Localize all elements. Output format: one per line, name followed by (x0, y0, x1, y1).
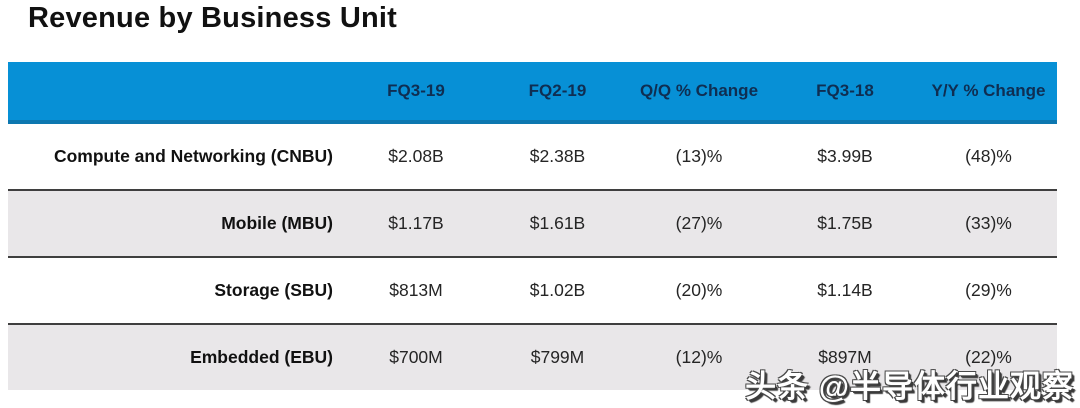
cell-cnbu-fq3-18: $3.99B (770, 122, 920, 190)
header-cell-fq2-19: FQ2-19 (487, 62, 628, 124)
header-cell-qq-change: Q/Q % Change (628, 62, 770, 124)
header-cell-corner (8, 62, 345, 124)
row-label-cnbu: Compute and Networking (CNBU) (8, 122, 345, 190)
cell-mbu-fq3-19: $1.17B (345, 189, 487, 257)
table-row-ebu: Embedded (EBU) $700M $799M (12)% $897M (… (8, 323, 1057, 390)
cell-mbu-fq3-18: $1.75B (770, 189, 920, 257)
cell-sbu-yy-change: (29)% (920, 256, 1057, 324)
cell-ebu-qq-change: (12)% (628, 323, 770, 390)
cell-cnbu-fq3-19: $2.08B (345, 122, 487, 190)
cell-ebu-fq2-19: $799M (487, 323, 628, 390)
header-cell-yy-change: Y/Y % Change (920, 62, 1057, 124)
cell-mbu-yy-change: (33)% (920, 189, 1057, 257)
cell-mbu-qq-change: (27)% (628, 189, 770, 257)
cell-sbu-fq2-19: $1.02B (487, 256, 628, 324)
header-cell-fq3-19: FQ3-19 (345, 62, 487, 124)
table-row-sbu: Storage (SBU) $813M $1.02B (20)% $1.14B … (8, 256, 1057, 324)
cell-ebu-fq3-18: $897M (770, 323, 920, 390)
cell-cnbu-yy-change: (48)% (920, 122, 1057, 190)
row-label-sbu: Storage (SBU) (8, 256, 345, 324)
row-label-mbu: Mobile (MBU) (8, 189, 345, 257)
cell-cnbu-fq2-19: $2.38B (487, 122, 628, 190)
cell-ebu-yy-change: (22)% (920, 323, 1057, 390)
table-row-cnbu: Compute and Networking (CNBU) $2.08B $2.… (8, 122, 1057, 190)
cell-sbu-fq3-19: $813M (345, 256, 487, 324)
cell-cnbu-qq-change: (13)% (628, 122, 770, 190)
cell-mbu-fq2-19: $1.61B (487, 189, 628, 257)
table-header-row: FQ3-19 FQ2-19 Q/Q % Change FQ3-18 Y/Y % … (8, 62, 1057, 124)
toutiao-watermark: 头条 @半导体行业观察 (745, 369, 1074, 404)
row-label-ebu: Embedded (EBU) (8, 323, 345, 390)
revenue-by-business-unit-table: FQ3-19 FQ2-19 Q/Q % Change FQ3-18 Y/Y % … (8, 62, 1057, 390)
table-row-mbu: Mobile (MBU) $1.17B $1.61B (27)% $1.75B … (8, 189, 1057, 257)
header-cell-fq3-18: FQ3-18 (770, 62, 920, 124)
page-title: Revenue by Business Unit (28, 2, 398, 34)
cell-ebu-fq3-19: $700M (345, 323, 487, 390)
cell-sbu-fq3-18: $1.14B (770, 256, 920, 324)
cell-sbu-qq-change: (20)% (628, 256, 770, 324)
